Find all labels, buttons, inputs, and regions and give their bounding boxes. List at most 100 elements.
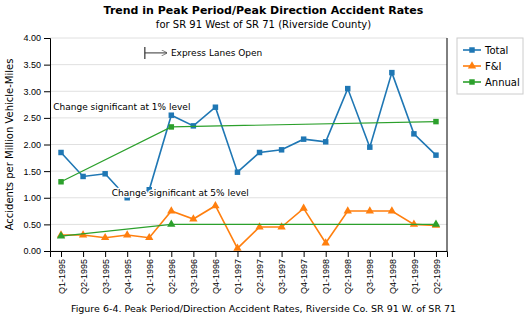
point: [432, 220, 440, 227]
tick-mark: [193, 251, 194, 257]
point: [433, 119, 438, 124]
grid-line: [50, 38, 447, 39]
tick-mark: [83, 251, 84, 257]
caption: Figure 6-4. Peak Period/Direction Accide…: [71, 303, 456, 314]
annotation: Express Lanes Open: [171, 48, 262, 58]
point: [213, 104, 218, 109]
y-tick: 1.00: [23, 193, 50, 203]
x-tick-label: Q2-1996: [167, 259, 177, 294]
point: [389, 70, 394, 75]
y-axis: 0.00 0.50 1.00 1.50 2.00 2.50 3.00 3.50 4.00: [23, 33, 50, 256]
tick-mark: [44, 91, 50, 92]
point: [366, 206, 374, 213]
point: [255, 222, 263, 229]
marks: [57, 70, 440, 251]
x-tick: Q3-1997: [277, 251, 287, 294]
tick-mark: [260, 251, 261, 257]
x-tick: Q1-1996: [145, 251, 155, 294]
x-tick: Q1-1999: [410, 251, 420, 294]
x-tick: Q2-1997: [255, 251, 265, 294]
x-tick: Q2-1998: [343, 251, 353, 294]
point: [411, 131, 416, 136]
tick-mark: [282, 251, 283, 257]
y-axis-title: Accidents per Million Vehicle-Miles: [4, 59, 15, 231]
annotations: Express Lanes OpenChange significant at …: [53, 47, 262, 198]
x-tick-label: Q1-1995: [57, 259, 67, 294]
point: [123, 230, 131, 237]
legend-item: F&I: [463, 61, 502, 72]
series: [58, 70, 438, 201]
y-tick: 3.50: [23, 60, 50, 70]
point: [102, 171, 107, 176]
grid-line: [50, 171, 447, 172]
legend-box: [457, 38, 523, 94]
grid-line: [50, 91, 447, 92]
y-tick: 4.00: [23, 33, 50, 43]
point: [169, 112, 174, 117]
x-tick: Q1-1998: [321, 251, 331, 294]
tick-mark: [326, 251, 327, 257]
x-tick: Q4-1996: [211, 251, 221, 294]
series: [57, 220, 440, 239]
legend-label: F&I: [485, 61, 502, 72]
series: [57, 201, 440, 251]
legend-symbol: [468, 61, 476, 68]
legend-label: Annual: [485, 77, 520, 88]
tick-mark: [44, 145, 50, 146]
tick-mark: [44, 224, 50, 225]
point: [145, 233, 153, 240]
x-tick: Q1-1997: [233, 251, 243, 294]
point: [235, 169, 240, 174]
y-tick: 0.50: [23, 220, 50, 230]
tick-mark: [392, 251, 393, 257]
y-tick-label: 3.50: [23, 60, 41, 70]
legend-item: Total: [463, 45, 508, 56]
series: [58, 119, 438, 185]
point: [167, 206, 175, 213]
y-tick-label: 0.00: [23, 246, 41, 256]
x-tick-label: Q4-1996: [211, 259, 221, 294]
point: [57, 231, 65, 238]
x-tick-label: Q1-1999: [410, 259, 420, 294]
legend-label: Total: [484, 45, 508, 56]
x-tick: Q4-1995: [123, 251, 133, 294]
tick-mark: [44, 38, 50, 39]
y-tick: 1.50: [23, 167, 50, 177]
x-tick: Q1-1995: [57, 251, 67, 294]
tick-mark: [370, 251, 371, 257]
point: [189, 214, 197, 221]
tick-mark: [127, 251, 128, 257]
series-line: [61, 73, 436, 198]
y-tick-label: 3.00: [23, 87, 41, 97]
plot: Q1-1995 Q2-1995 Q3-1995 Q4-1995 Q1-1996 Q2-19…: [23, 33, 447, 294]
x-tick-label: Q3-1997: [277, 259, 287, 294]
x-tick: Q2-1996: [167, 251, 177, 294]
tick-mark: [44, 65, 50, 66]
x-tick: Q2-1999: [432, 251, 442, 294]
y-tick: 2.50: [23, 113, 50, 123]
y-tick-label: 2.00: [23, 140, 41, 150]
tick-mark: [44, 198, 50, 199]
point: [211, 201, 219, 208]
tick-mark: [61, 251, 62, 257]
x-tick-label: Q3-1995: [101, 259, 111, 294]
x-tick: Q3-1998: [365, 251, 375, 294]
tick-mark: [436, 251, 437, 257]
x-tick-label: Q4-1997: [299, 259, 309, 294]
y-tick-label: 1.00: [23, 193, 41, 203]
x-tick: Q2-1995: [79, 251, 89, 294]
axis-line: [44, 39, 51, 252]
point: [58, 179, 63, 184]
x-tick-label: Q4-1998: [388, 259, 398, 294]
y-tick-label: 1.50: [23, 167, 41, 177]
point: [322, 238, 330, 245]
tick-mark: [348, 251, 349, 257]
point: [344, 206, 352, 213]
x-axis: Q1-1995 Q2-1995 Q3-1995 Q4-1995 Q1-1996 Q2-19…: [51, 251, 448, 294]
y-tick: 0.00: [23, 246, 50, 256]
annotation-arrow: [145, 52, 167, 53]
point: [367, 144, 372, 149]
y-tick: 3.00: [23, 87, 50, 97]
point: [80, 174, 85, 179]
tick-mark: [414, 251, 415, 257]
